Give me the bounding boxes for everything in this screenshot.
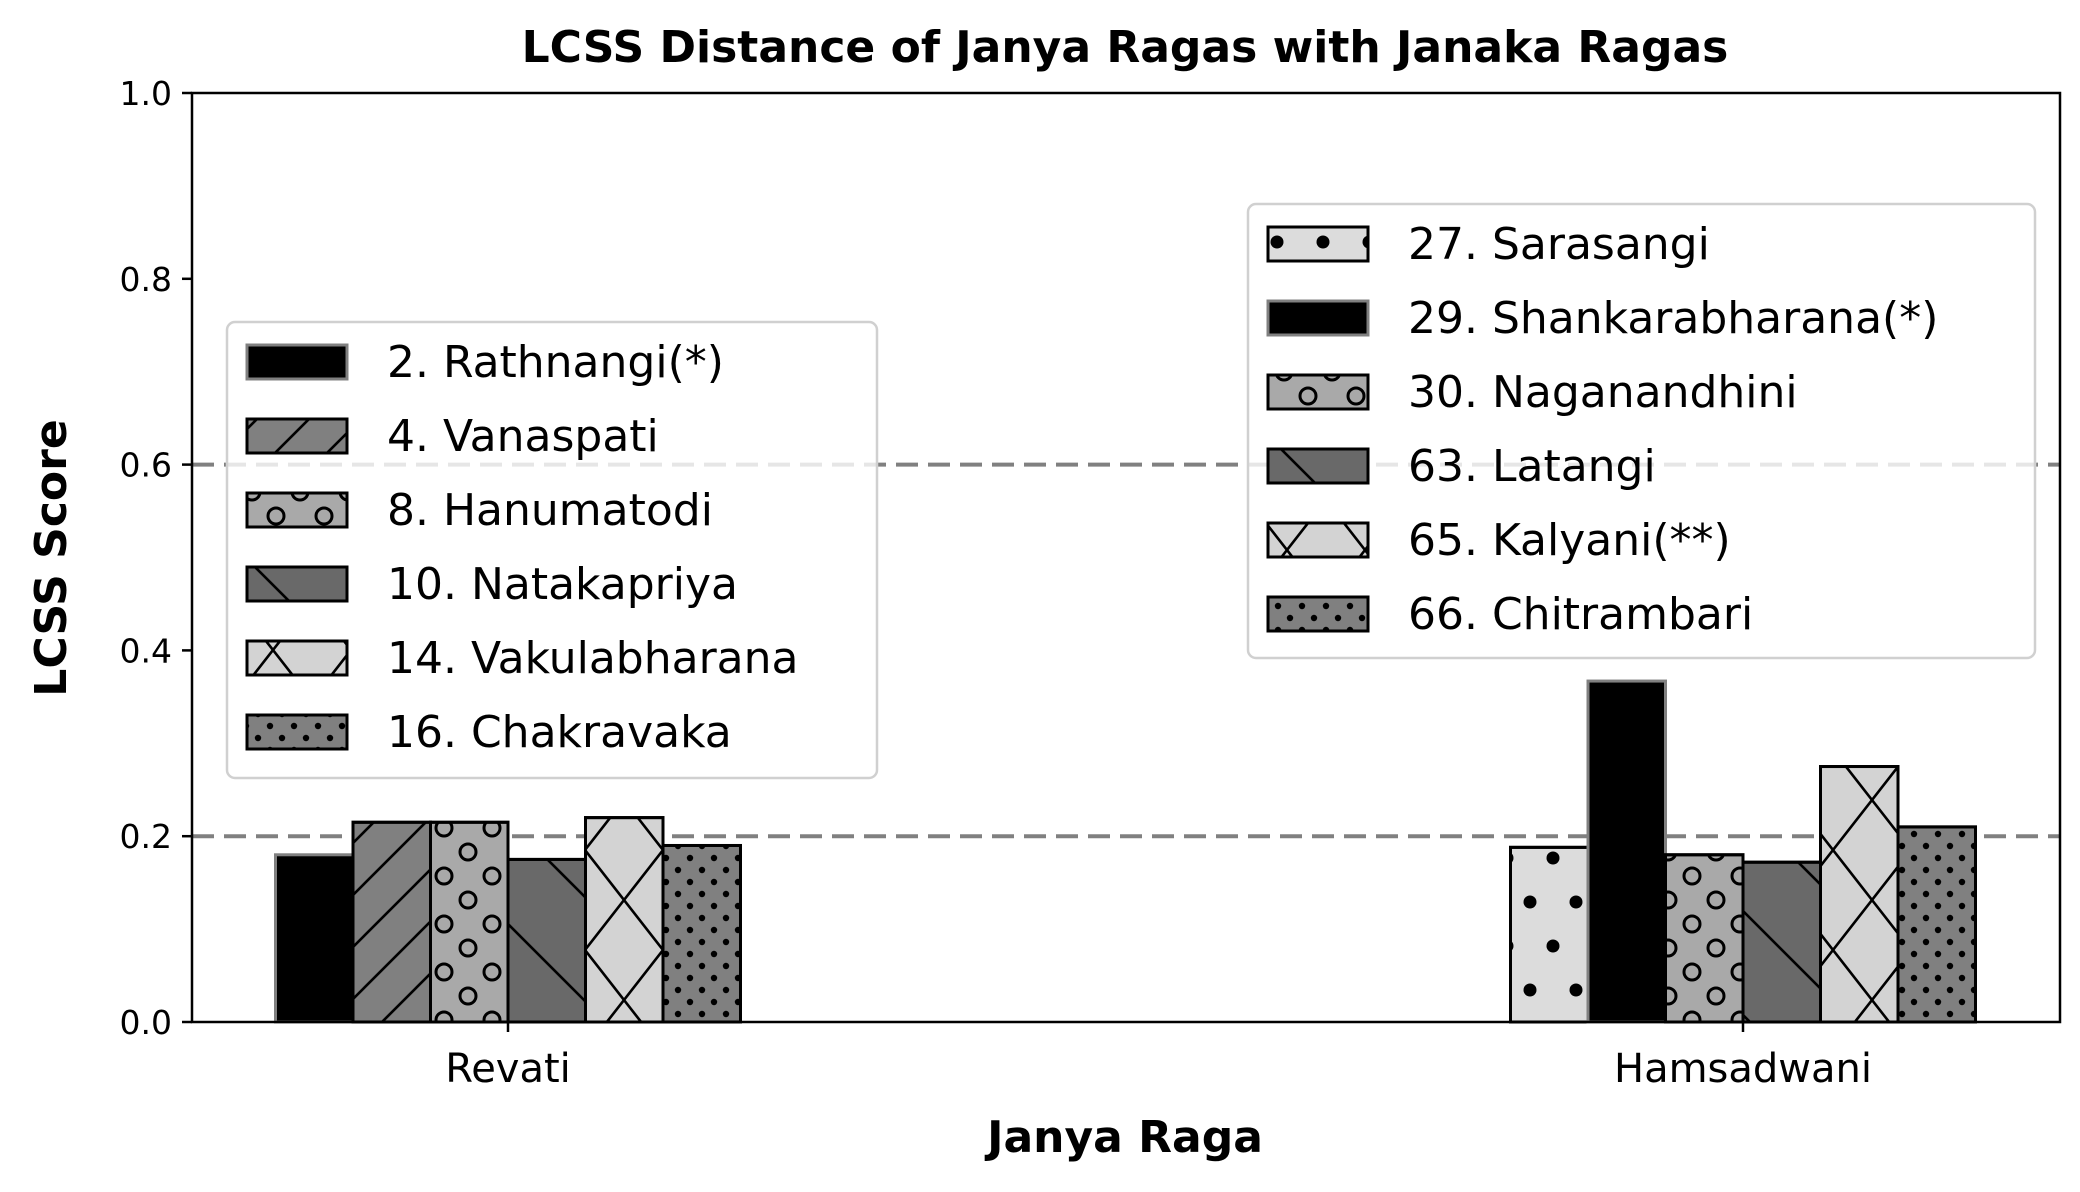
legend-frame-1 bbox=[1246, 202, 2037, 660]
legend-label-1-2: 30. Naganandhini bbox=[1408, 367, 1798, 418]
y-tick-label-4: 0.8 bbox=[120, 260, 172, 299]
legend-label-0-1: 4. Vanaspati bbox=[387, 411, 659, 462]
y-tick-label-2: 0.4 bbox=[120, 631, 172, 670]
legend-label-0-5: 16. Chakravaka bbox=[387, 707, 732, 758]
legend-label-0-0: 2. Rathnangi(*) bbox=[387, 337, 724, 388]
bar-hatch-hamsadwani-4 bbox=[1819, 765, 1900, 1024]
bar-hamsadwani-1 bbox=[1586, 679, 1667, 1024]
legend-hamsadwani: 27. Sarasangi 29. Shankarabharana(*) 30. N… bbox=[1246, 202, 2037, 660]
x-tick-label-0: Revati bbox=[445, 1046, 571, 1092]
legend-swatch-1-1 bbox=[1266, 299, 1370, 337]
y-tick-label-1: 0.2 bbox=[120, 817, 172, 856]
x-axis-label: Janya Raga bbox=[984, 1112, 1263, 1163]
legend-label-1-3: 63. Latangi bbox=[1408, 441, 1656, 492]
bar-hatch-revati-4 bbox=[584, 816, 665, 1024]
legend-swatch-hatch-0-4 bbox=[245, 639, 349, 677]
legend-swatch-hatch-1-4 bbox=[1266, 521, 1370, 559]
bar-hatch-revati-2 bbox=[429, 820, 510, 1024]
legend-label-1-4: 65. Kalyani(**) bbox=[1408, 515, 1731, 566]
legend-swatch-hatch-0-3 bbox=[245, 565, 349, 603]
y-tick-label-0: 0.0 bbox=[120, 1003, 172, 1042]
axes-group: Revati Hamsadwani 0.0 0.2 0.4 0.6 0.8 1.0 bbox=[120, 74, 2062, 1092]
legends-group: 2. Rathnangi(*) 4. Vanaspati 8. Hanumatodi… bbox=[225, 202, 2037, 780]
legend-swatch-hatch-1-0 bbox=[1266, 225, 1370, 263]
bar-hatch-revati-1 bbox=[351, 820, 432, 1024]
plot-frame bbox=[190, 91, 2062, 1024]
y-axis-label: LCSS Score bbox=[26, 419, 77, 696]
legend-revati: 2. Rathnangi(*) 4. Vanaspati 8. Hanumatodi… bbox=[225, 320, 879, 780]
bar-hatch-hamsadwani-2 bbox=[1664, 853, 1745, 1024]
legend-swatch-hatch-1-5 bbox=[1266, 595, 1370, 633]
bar-revati-0 bbox=[274, 853, 355, 1024]
y-tick-label-5: 1.0 bbox=[120, 74, 172, 113]
legend-frame-0 bbox=[225, 320, 879, 780]
legend-swatch-0-0 bbox=[245, 343, 349, 381]
x-tick-label-1: Hamsadwani bbox=[1614, 1046, 1872, 1092]
bar-hatch-hamsadwani-5 bbox=[1896, 825, 1977, 1024]
legend-label-0-4: 14. Vakulabharana bbox=[387, 633, 799, 684]
legend-label-1-1: 29. Shankarabharana(*) bbox=[1408, 293, 1938, 344]
bar-hatch-hamsadwani-3 bbox=[1741, 860, 1822, 1024]
legend-label-0-3: 10. Natakapriya bbox=[387, 559, 738, 610]
bar-hatch-revati-5 bbox=[661, 843, 742, 1024]
legend-swatch-hatch-0-1 bbox=[245, 417, 349, 455]
legend-label-1-0: 27. Sarasangi bbox=[1408, 219, 1710, 270]
legend-label-1-5: 66. Chitrambari bbox=[1408, 589, 1753, 640]
legend-swatch-hatch-1-2 bbox=[1266, 373, 1370, 411]
bar-hatch-hamsadwani-0 bbox=[1509, 845, 1590, 1024]
y-tick-label-3: 0.6 bbox=[120, 446, 172, 485]
legend-swatch-hatch-0-5 bbox=[245, 713, 349, 751]
bar-hatch-revati-3 bbox=[506, 857, 587, 1024]
legend-label-0-2: 8. Hanumatodi bbox=[387, 485, 713, 536]
legend-swatch-hatch-0-2 bbox=[245, 491, 349, 529]
legend-swatch-hatch-1-3 bbox=[1266, 447, 1370, 485]
chart-title: LCSS Distance of Janya Ragas with Janaka… bbox=[522, 22, 1729, 73]
